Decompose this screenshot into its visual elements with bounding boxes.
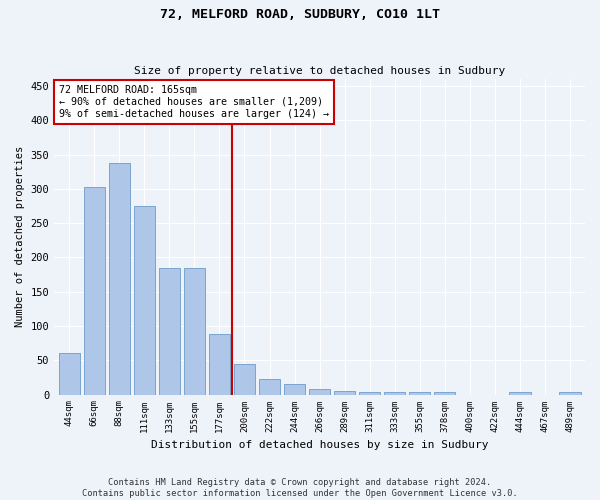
Bar xyxy=(259,380,280,394)
Bar xyxy=(359,392,380,394)
Bar xyxy=(134,206,155,394)
Text: Contains HM Land Registry data © Crown copyright and database right 2024.
Contai: Contains HM Land Registry data © Crown c… xyxy=(82,478,518,498)
Bar xyxy=(83,188,105,394)
Bar xyxy=(384,392,406,394)
Bar xyxy=(334,391,355,394)
Title: Size of property relative to detached houses in Sudbury: Size of property relative to detached ho… xyxy=(134,66,505,76)
Bar xyxy=(559,392,581,394)
Bar xyxy=(59,354,80,395)
Bar xyxy=(234,364,255,394)
Bar xyxy=(209,334,230,394)
X-axis label: Distribution of detached houses by size in Sudbury: Distribution of detached houses by size … xyxy=(151,440,488,450)
Bar xyxy=(184,268,205,394)
Y-axis label: Number of detached properties: Number of detached properties xyxy=(15,146,25,328)
Bar xyxy=(509,392,530,394)
Bar xyxy=(309,389,330,394)
Bar xyxy=(109,162,130,394)
Text: 72, MELFORD ROAD, SUDBURY, CO10 1LT: 72, MELFORD ROAD, SUDBURY, CO10 1LT xyxy=(160,8,440,20)
Bar xyxy=(434,392,455,394)
Bar xyxy=(159,268,180,394)
Text: 72 MELFORD ROAD: 165sqm
← 90% of detached houses are smaller (1,209)
9% of semi-: 72 MELFORD ROAD: 165sqm ← 90% of detache… xyxy=(59,86,329,118)
Bar xyxy=(284,384,305,394)
Bar xyxy=(409,392,430,394)
